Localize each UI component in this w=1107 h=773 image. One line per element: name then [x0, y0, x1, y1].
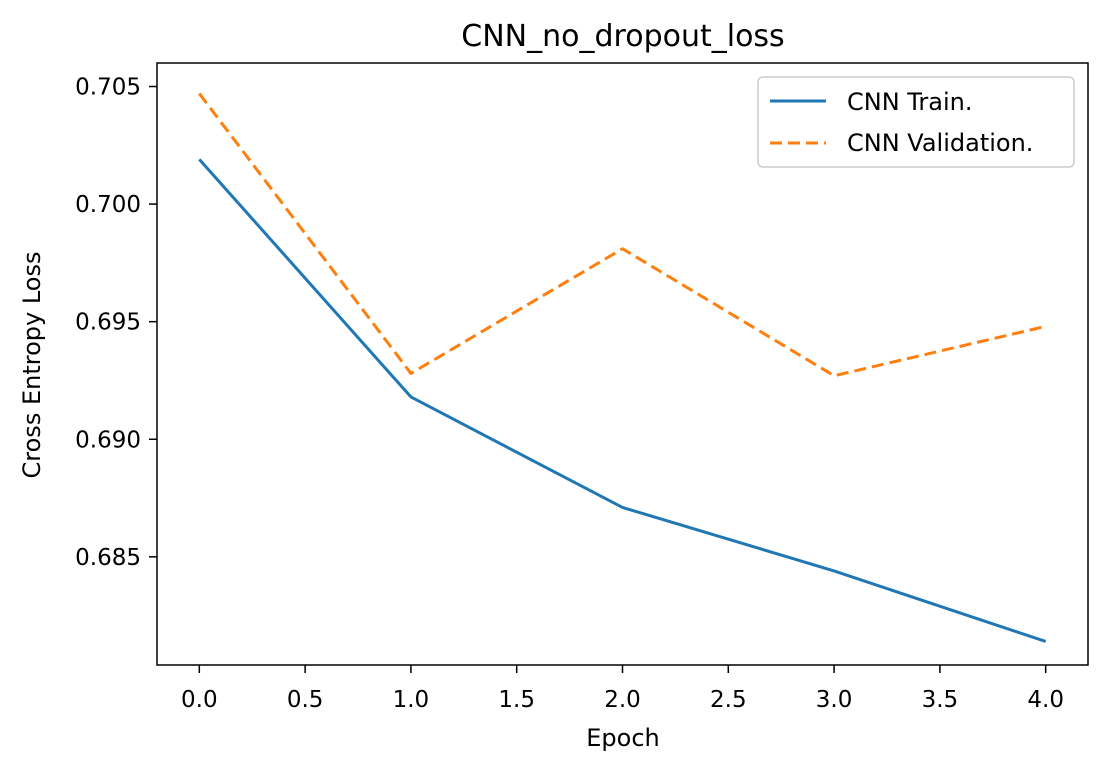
x-tick-label: 3.5 — [922, 687, 959, 713]
train-loss-line — [198, 158, 1047, 643]
x-tick-label: 1.5 — [498, 687, 535, 713]
legend-frame — [757, 76, 1075, 168]
legend-validation-label: CNN Validation. — [847, 129, 1033, 157]
y-tick-label: 0.695 — [75, 310, 141, 336]
x-tick-label: 0.0 — [181, 687, 218, 713]
x-tick-label: 3.0 — [816, 687, 853, 713]
y-tick-label: 0.685 — [75, 545, 141, 571]
y-tick-label: 0.690 — [75, 427, 141, 453]
x-tick-label: 0.5 — [287, 687, 324, 713]
x-tick-label: 2.5 — [710, 687, 747, 713]
y-axis-ticks: 0.685 0.690 0.695 0.700 0.705 — [75, 75, 157, 571]
chart-title: CNN_no_dropout_loss — [461, 19, 784, 54]
x-tick-label: 4.0 — [1027, 687, 1064, 713]
y-tick-label: 0.705 — [75, 75, 141, 101]
x-axis-label: Epoch — [586, 724, 660, 752]
validation-loss-line — [198, 92, 1047, 378]
data-series — [198, 92, 1047, 643]
x-tick-label: 1.0 — [393, 687, 430, 713]
legend-train-label: CNN Train. — [847, 88, 973, 116]
y-tick-label: 0.700 — [75, 192, 141, 218]
legend: CNN Train. CNN Validation. — [757, 76, 1075, 168]
y-axis-label: Cross Entropy Loss — [18, 252, 46, 479]
x-tick-label: 2.0 — [604, 687, 641, 713]
x-axis-ticks: 0.0 0.5 1.0 1.5 2.0 2.5 3.0 3.5 4.0 — [181, 665, 1064, 713]
